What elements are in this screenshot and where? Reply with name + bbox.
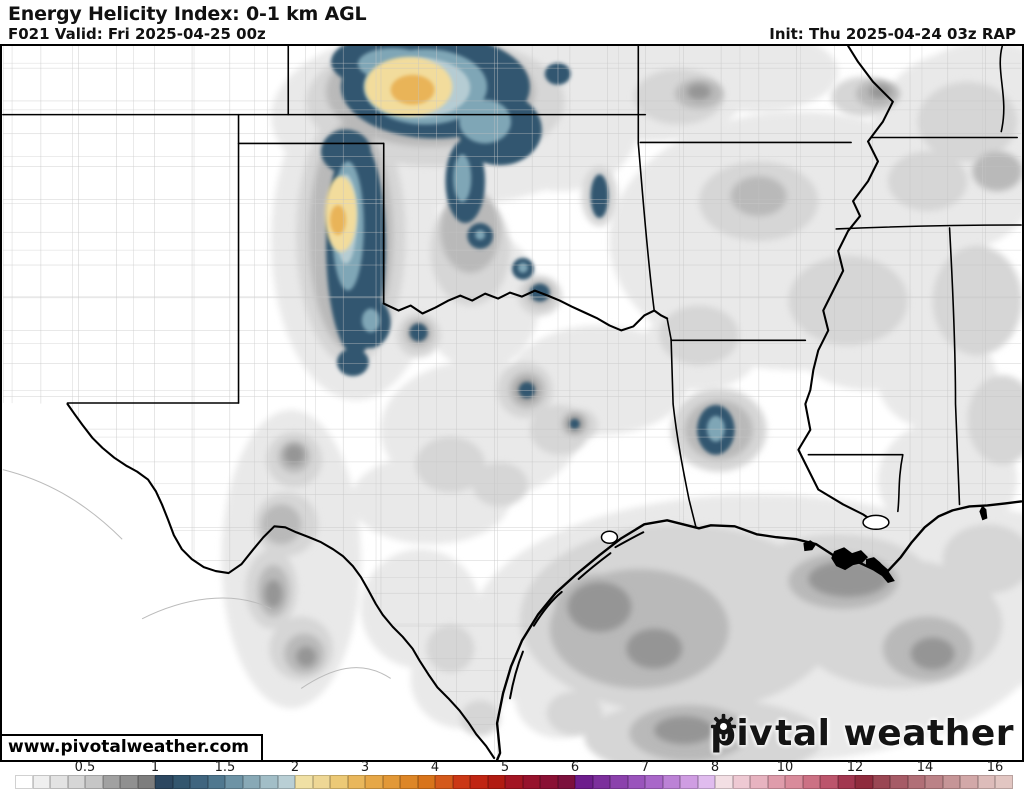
colorbar-swatch [277,775,295,789]
colorbar-swatch [907,775,925,789]
colorbar-swatch [680,775,698,789]
colorbar-swatch [15,775,33,789]
state-borders [2,46,1022,529]
colorbar-swatch [155,775,173,789]
page-title: Energy Helicity Index: 0-1 km AGL [8,3,367,25]
colorbar-swatch [225,775,243,789]
colorbar-tick-label: 12 [846,760,864,775]
map-header: Energy Helicity Index: 0-1 km AGL F021 V… [0,0,1024,44]
colorbar-swatch [67,775,85,789]
colorbar-swatch [347,775,365,789]
colorbar-swatch [172,775,190,789]
colorbar-swatch [382,775,400,789]
colorbar-swatch [627,775,645,789]
colorbar-swatch [592,775,610,789]
colorbar-swatch [85,775,103,789]
colorbar-tick-label: 1 [150,760,160,775]
colorbar-tick-labels: 0.5 1 1.5 2 3 4 5 6 7 8 10 12 14 16 [0,760,1024,775]
colorbar-tick-label: 0.5 [74,760,96,775]
colorbar-swatch [750,775,768,789]
colorbar-swatch [137,775,155,789]
colorbar-swatch [295,775,313,789]
valid-time-label: F021 Valid: Fri 2025-04-25 00z [8,25,266,43]
colorbar-swatch [487,775,505,789]
map-graphic [2,46,1022,760]
colorbar-swatch [767,775,785,789]
colorbar-swatch [470,775,488,789]
colorbar-swatch [960,775,978,789]
coastline [495,500,1022,760]
colorbar-swatch [557,775,575,789]
colorbar-swatch [505,775,523,789]
colorbar-swatch [242,775,260,789]
colorbar-swatch [312,775,330,789]
colorbar-swatch [260,775,278,789]
colorbar-tick-label: 7 [640,760,650,775]
colorbar-swatch [645,775,663,789]
colorbar-swatch [820,775,838,789]
pivotal-weather-logo: piv tal weather [710,713,1014,754]
colorbar-swatch [872,775,890,789]
logo-suffix: tal weather [775,713,1014,754]
map-canvas[interactable]: www.pivotalweather.com piv tal weather [0,44,1024,762]
colorbar-tick-label: 5 [500,760,510,775]
colorbar-swatch [522,775,540,789]
colorbar-tick-label: 10 [776,760,794,775]
colorbar-tick-label: 16 [986,760,1004,775]
colorbar-tick-label: 6 [570,760,580,775]
colorbar-swatch [540,775,558,789]
colorbar-swatch [207,775,225,789]
colorbar-swatch [32,775,50,789]
colorbar-swatch [732,775,750,789]
colorbar-swatch [925,775,943,789]
colorbar-swatches [15,775,1013,789]
colorbar-swatch [120,775,138,789]
colorbar-swatch [802,775,820,789]
colorbar-swatch [697,775,715,789]
colorbar-swatch [977,775,995,789]
colorbar-swatch [890,775,908,789]
colorbar-tick-label: 4 [430,760,440,775]
colorbar: 0.5 1 1.5 2 3 4 5 6 7 8 10 12 14 16 [0,760,1024,791]
colorbar-swatch [452,775,470,789]
coastal-features [600,505,988,583]
colorbar-swatch [417,775,435,789]
colorbar-swatch [190,775,208,789]
colorbar-tick-label: 2 [290,760,300,775]
colorbar-swatch [365,775,383,789]
colorbar-swatch [995,775,1013,789]
colorbar-swatch [575,775,593,789]
watermark: www.pivotalweather.com [2,734,264,760]
colorbar-swatch [610,775,628,789]
rivers [66,46,894,760]
colorbar-swatch [662,775,680,789]
colorbar-swatch [400,775,418,789]
colorbar-tick-label: 1.5 [214,760,236,775]
init-time-label: Init: Thu 2025-04-24 03z RAP [769,25,1016,43]
colorbar-tick-label: 8 [710,760,720,775]
colorbar-tick-label: 14 [916,760,934,775]
colorbar-swatch [330,775,348,789]
colorbar-swatch [102,775,120,789]
colorbar-swatch [837,775,855,789]
colorbar-swatch [50,775,68,789]
colorbar-swatch [715,775,733,789]
colorbar-swatch [785,775,803,789]
colorbar-swatch [435,775,453,789]
mexico-lines [2,469,391,689]
colorbar-tick-label: 3 [360,760,370,775]
colorbar-swatch [942,775,960,789]
colorbar-swatch [855,775,873,789]
